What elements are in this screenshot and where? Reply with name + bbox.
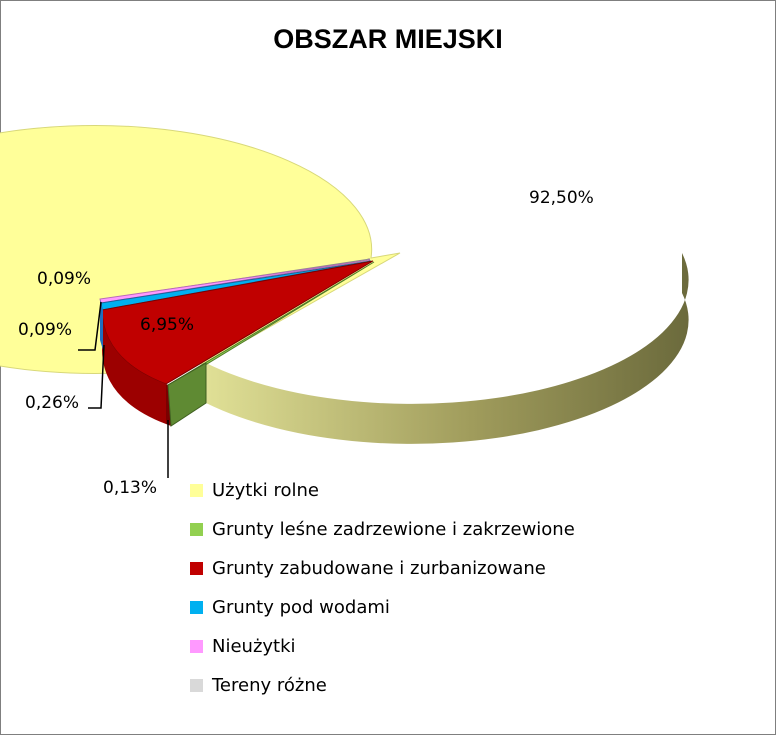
legend: Użytki rolne Grunty leśne zadrzewione i … xyxy=(190,477,575,711)
slice-grunty-lesne-side xyxy=(167,362,207,427)
legend-item-grunty-zabudowane: Grunty zabudowane i zurbanizowane xyxy=(190,555,575,581)
legend-label: Tereny różne xyxy=(212,674,327,696)
legend-swatch xyxy=(190,600,203,614)
legend-swatch xyxy=(190,678,203,692)
legend-label: Użytki rolne xyxy=(212,479,319,501)
label-tereny-rozne: 0,09% xyxy=(37,269,91,289)
legend-item-grunty-pod-wodami: Grunty pod wodami xyxy=(190,594,575,620)
legend-swatch xyxy=(190,561,203,575)
label-grunty-pod-wodami: 0,26% xyxy=(25,393,79,413)
legend-swatch xyxy=(190,522,203,536)
leader-line-nieuzytki xyxy=(78,301,102,351)
label-grunty-zabudowane: 6,95% xyxy=(140,315,194,335)
legend-label: Grunty leśne zadrzewione i zakrzewione xyxy=(212,518,575,540)
label-nieuzytki: 0,09% xyxy=(18,320,72,340)
legend-item-grunty-lesne: Grunty leśne zadrzewione i zakrzewione xyxy=(190,516,575,542)
legend-swatch xyxy=(190,483,203,497)
legend-label: Grunty pod wodami xyxy=(212,596,390,618)
slice-uzytki-rolne-side xyxy=(206,253,689,444)
legend-label: Nieużytki xyxy=(212,635,296,657)
leader-line-grunty-pod-wodami xyxy=(88,344,105,409)
chart-title: OBSZAR MIEJSKI xyxy=(273,24,503,54)
label-uzytki-rolne: 92,50% xyxy=(529,188,594,208)
legend-item-tereny-rozne: Tereny różne xyxy=(190,672,575,698)
legend-item-nieuzytki: Nieużytki xyxy=(190,633,575,659)
slice-grunty-pod-wodami-side xyxy=(100,300,103,350)
legend-label: Grunty zabudowane i zurbanizowane xyxy=(212,557,546,579)
legend-swatch xyxy=(190,639,203,653)
legend-item-uzytki-rolne: Użytki rolne xyxy=(190,477,575,503)
slice-grunty-zabudowane-side xyxy=(102,310,166,424)
label-grunty-lesne: 0,13% xyxy=(103,478,157,498)
